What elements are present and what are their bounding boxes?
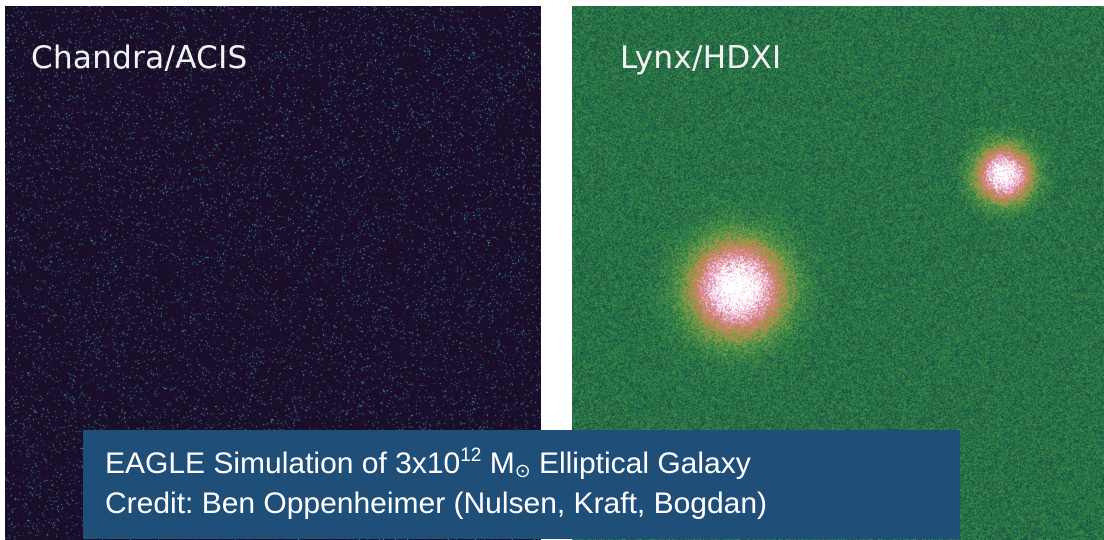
- caption-box: EAGLE Simulation of 3x1012 M⊙ Elliptical…: [83, 430, 960, 539]
- caption-title-prefix: EAGLE Simulation of 3x10: [105, 447, 461, 480]
- caption-exponent: 12: [460, 445, 482, 466]
- lynx-hdxi-label: Lynx/HDXI: [620, 40, 782, 76]
- caption-line-1: EAGLE Simulation of 3x1012 M⊙ Elliptical…: [105, 444, 960, 484]
- caption-line-2: Credit: Ben Oppenheimer (Nulsen, Kraft, …: [105, 487, 768, 520]
- chandra-acis-label: Chandra/ACIS: [31, 40, 248, 76]
- caption-solar-symbol: ⊙: [514, 461, 531, 482]
- caption-title-suffix: Elliptical Galaxy: [530, 447, 751, 480]
- caption-mass-symbol: M: [489, 447, 515, 480]
